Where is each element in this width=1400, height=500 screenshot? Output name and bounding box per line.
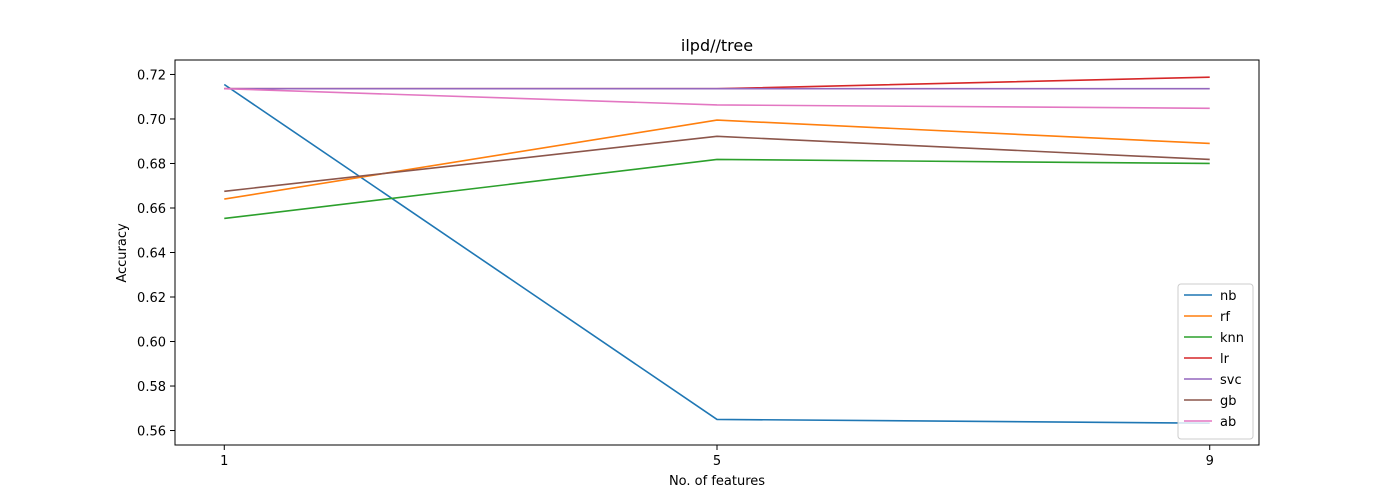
y-tick-label: 0.56 <box>137 425 166 440</box>
series-line-gb <box>224 135 1210 193</box>
series-line-knn <box>224 158 1210 220</box>
plot-area: 1 5 9 0.56 0.58 0.60 0.62 0.64 0.66 0.68 0.70 0.72 <box>137 59 1260 469</box>
legend-box <box>1177 283 1254 440</box>
chart-title: ilpd//tree <box>681 36 753 55</box>
plot-frame <box>174 59 1260 446</box>
x-tick-label: 9 <box>1206 454 1214 469</box>
legend-label-ab: ab <box>1220 415 1236 430</box>
y-tick-label: 0.66 <box>137 202 166 217</box>
y-tick-label: 0.60 <box>137 336 166 351</box>
y-tick-label: 0.58 <box>137 380 166 395</box>
y-tick-label: 0.68 <box>137 157 166 172</box>
legend-label-rf: rf <box>1220 310 1230 325</box>
legend-label-svc: svc <box>1220 373 1242 388</box>
legend-label-knn: knn <box>1220 331 1244 346</box>
legend: nb rf knn lr svc gb ab <box>1177 283 1254 440</box>
legend-label-gb: gb <box>1220 394 1237 409</box>
y-tick-label: 0.64 <box>137 247 166 262</box>
x-axis-label: No. of features <box>669 474 765 489</box>
y-tick-label: 0.70 <box>137 113 166 128</box>
series-line-ab <box>224 87 1210 110</box>
y-tick-label: 0.72 <box>137 68 166 83</box>
y-tick-label: 0.62 <box>137 291 166 306</box>
x-tick-label: 5 <box>713 454 721 469</box>
y-axis-label: Accuracy <box>115 223 130 283</box>
legend-label-nb: nb <box>1220 289 1237 304</box>
legend-label-lr: lr <box>1220 352 1230 367</box>
x-tick-label: 1 <box>220 454 228 469</box>
series-line-nb <box>223 83 1210 424</box>
